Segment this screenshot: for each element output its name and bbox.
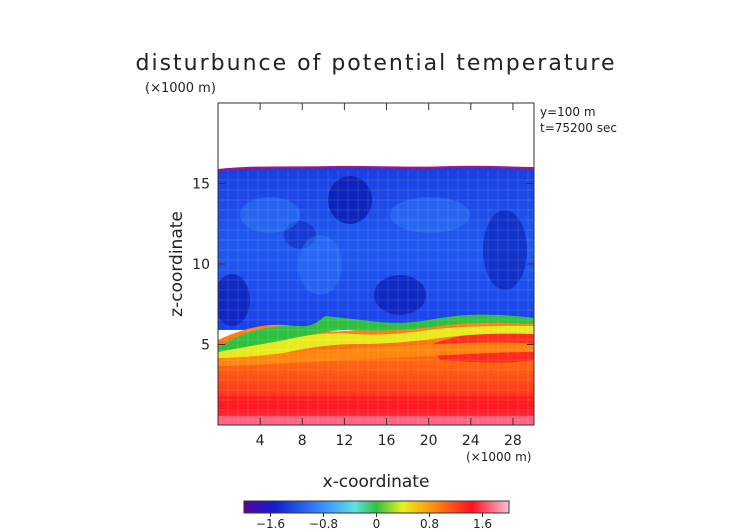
unit-label: (×1000 m) (145, 81, 216, 96)
x-tick-label: 12 (335, 433, 353, 449)
y-axis-label: z-coordinate (167, 211, 187, 317)
colorbar-tick-label: 1.6 (473, 517, 492, 531)
x-axis-unit: (×1000 m) (466, 450, 531, 464)
dark-blob (218, 274, 250, 326)
y-tick-label: 10 (192, 257, 210, 273)
colorbar (243, 500, 510, 514)
x-tick-label: 24 (462, 433, 480, 449)
dark-blob (374, 275, 426, 315)
light-blob (298, 235, 342, 295)
inversion-layer (218, 326, 534, 358)
colorbar-tick-label: 0 (373, 517, 381, 531)
colorbar-tick-label: −0.8 (309, 517, 338, 531)
plot-area (218, 103, 534, 425)
chart-title: disturbunce of potential temperature (136, 51, 617, 76)
upper-region-field (218, 166, 534, 330)
colorbar-tick-label: 0.8 (420, 517, 439, 531)
x-tick-label: 20 (420, 433, 438, 449)
light-blob (240, 197, 300, 233)
upper-boundary-line (218, 165, 534, 171)
x-tick-label: 16 (378, 433, 396, 449)
light-blob (390, 197, 470, 233)
dark-blob (483, 210, 527, 290)
y-tick-label: 5 (201, 338, 210, 354)
x-tick-label: 4 (256, 433, 265, 449)
grid-lines (218, 170, 534, 425)
x-tick-label: 8 (298, 433, 307, 449)
annotation-t: t=75200 sec (540, 121, 617, 135)
dark-blob (284, 221, 316, 249)
surface-layer (218, 416, 534, 425)
annotation-y: y=100 m (540, 105, 596, 119)
y-tick-label: 15 (192, 177, 210, 193)
inversion-layer (218, 342, 534, 366)
x-tick-label: 28 (504, 433, 522, 449)
x-axis-label: x-coordinate (323, 472, 430, 492)
inversion-layer (218, 314, 534, 352)
colorbar-ticks: −1.6 −0.8 0 0.8 1.6 (256, 513, 492, 531)
y-axis: 5 10 15 (192, 177, 534, 354)
x-axis: 4 8 12 16 20 24 28 (256, 103, 522, 449)
colorbar-tick-label: −1.6 (256, 517, 285, 531)
dark-blob (328, 176, 372, 224)
